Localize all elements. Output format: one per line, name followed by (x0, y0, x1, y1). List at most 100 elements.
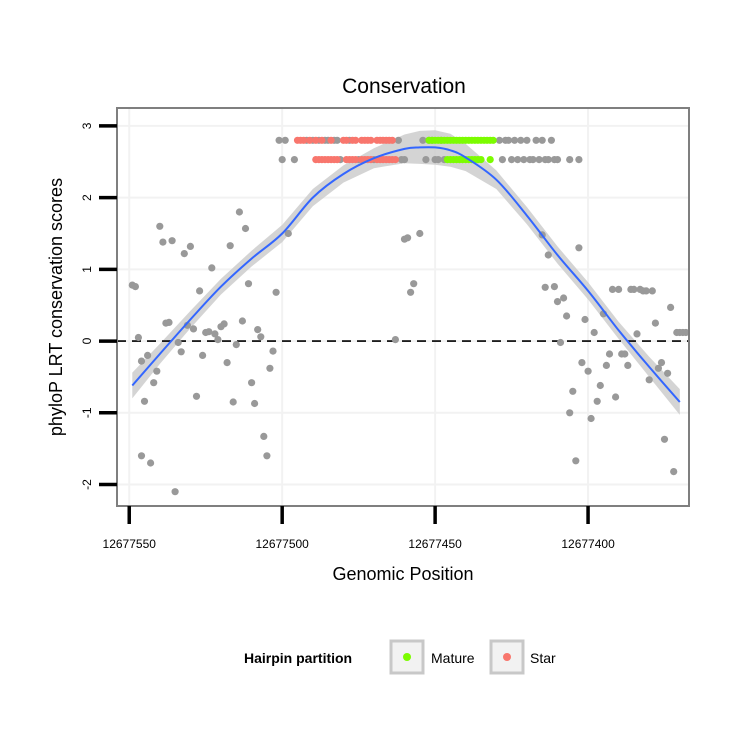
point-other (257, 333, 265, 341)
point-other (226, 242, 234, 250)
point-other (333, 136, 341, 144)
y-tick-label: 0 (80, 337, 94, 344)
point-star (367, 136, 375, 144)
point-other (514, 156, 522, 164)
point-other (134, 333, 142, 342)
point-other (159, 238, 167, 246)
point-other (174, 338, 182, 347)
point-other (535, 156, 543, 164)
point-other (422, 156, 430, 164)
point-other (575, 244, 583, 252)
x-axis-title: Genomic Position (332, 564, 473, 584)
point-other (229, 398, 237, 406)
panel-background (117, 108, 689, 506)
point-other (566, 409, 574, 417)
point-other (220, 320, 228, 328)
point-other (153, 367, 161, 375)
point-other (621, 350, 629, 358)
point-other (593, 397, 601, 405)
x-tick-label: 12677500 (255, 537, 309, 551)
point-star (352, 136, 360, 144)
point-other (648, 287, 656, 295)
point-other (572, 457, 580, 465)
point-other (263, 452, 271, 460)
x-tick-label: 12677400 (561, 537, 615, 551)
chart-title: Conservation (342, 75, 466, 98)
point-other (410, 280, 418, 288)
point-other (192, 392, 201, 400)
point-other (569, 387, 577, 395)
point-other (419, 136, 427, 144)
point-other (211, 330, 219, 338)
point-other (156, 222, 164, 230)
point-other (140, 397, 149, 405)
point-other (602, 361, 611, 369)
point-other (651, 319, 660, 327)
point-star (300, 136, 308, 144)
y-tick-label: 2 (80, 194, 94, 201)
point-other (615, 285, 623, 293)
point-star (388, 136, 396, 144)
point-star (312, 136, 320, 144)
data-points (128, 136, 690, 496)
point-other (235, 208, 243, 216)
point-other (278, 156, 286, 164)
point-other (144, 351, 152, 359)
point-other (284, 229, 292, 238)
point-other (208, 264, 216, 272)
point-other (578, 359, 586, 367)
point-other (544, 251, 552, 259)
point-other (223, 359, 231, 367)
point-other (553, 298, 562, 306)
point-other (550, 283, 559, 291)
point-other (407, 288, 415, 296)
panel-border (116, 107, 690, 507)
point-other (654, 364, 663, 372)
point-other (590, 328, 598, 337)
point-other (544, 156, 552, 164)
point-other (177, 348, 185, 356)
point-other (290, 156, 298, 164)
point-star (391, 156, 399, 164)
point-other (523, 136, 531, 144)
point-other (165, 318, 173, 326)
point-other (587, 414, 595, 423)
y-axis: -2 -1 0 1 2 3 (80, 122, 117, 490)
point-other (251, 399, 259, 408)
legend-label-star: Star (530, 650, 556, 666)
point-other (667, 303, 675, 311)
y-axis-title: phyloP LRT conservation scores (46, 178, 66, 436)
y-tick-label: 3 (80, 122, 94, 129)
point-other (664, 369, 672, 377)
point-other (556, 338, 565, 347)
point-other (400, 156, 409, 164)
point-other (532, 136, 540, 144)
point-other (214, 336, 222, 344)
point-other (391, 336, 399, 344)
point-other (608, 285, 617, 293)
point-mature (489, 136, 497, 144)
point-other (553, 156, 562, 164)
x-tick-label: 12677550 (103, 537, 157, 551)
point-other (199, 351, 207, 359)
point-other (189, 325, 198, 333)
plot-panel (116, 107, 690, 507)
point-other (205, 328, 213, 336)
point-other (131, 283, 139, 291)
point-other (137, 357, 146, 365)
y-tick-label: -1 (80, 407, 94, 418)
point-other (508, 156, 516, 164)
point-mature (486, 156, 494, 164)
point-other (510, 136, 519, 144)
point-other (272, 288, 280, 296)
point-other (404, 234, 412, 242)
point-other (581, 315, 589, 324)
point-other (630, 285, 638, 293)
point-mature (477, 156, 485, 164)
y-tick-label: 1 (80, 266, 94, 273)
point-star (352, 156, 360, 164)
point-other (504, 136, 513, 144)
point-other (180, 250, 188, 258)
point-other (529, 156, 537, 164)
